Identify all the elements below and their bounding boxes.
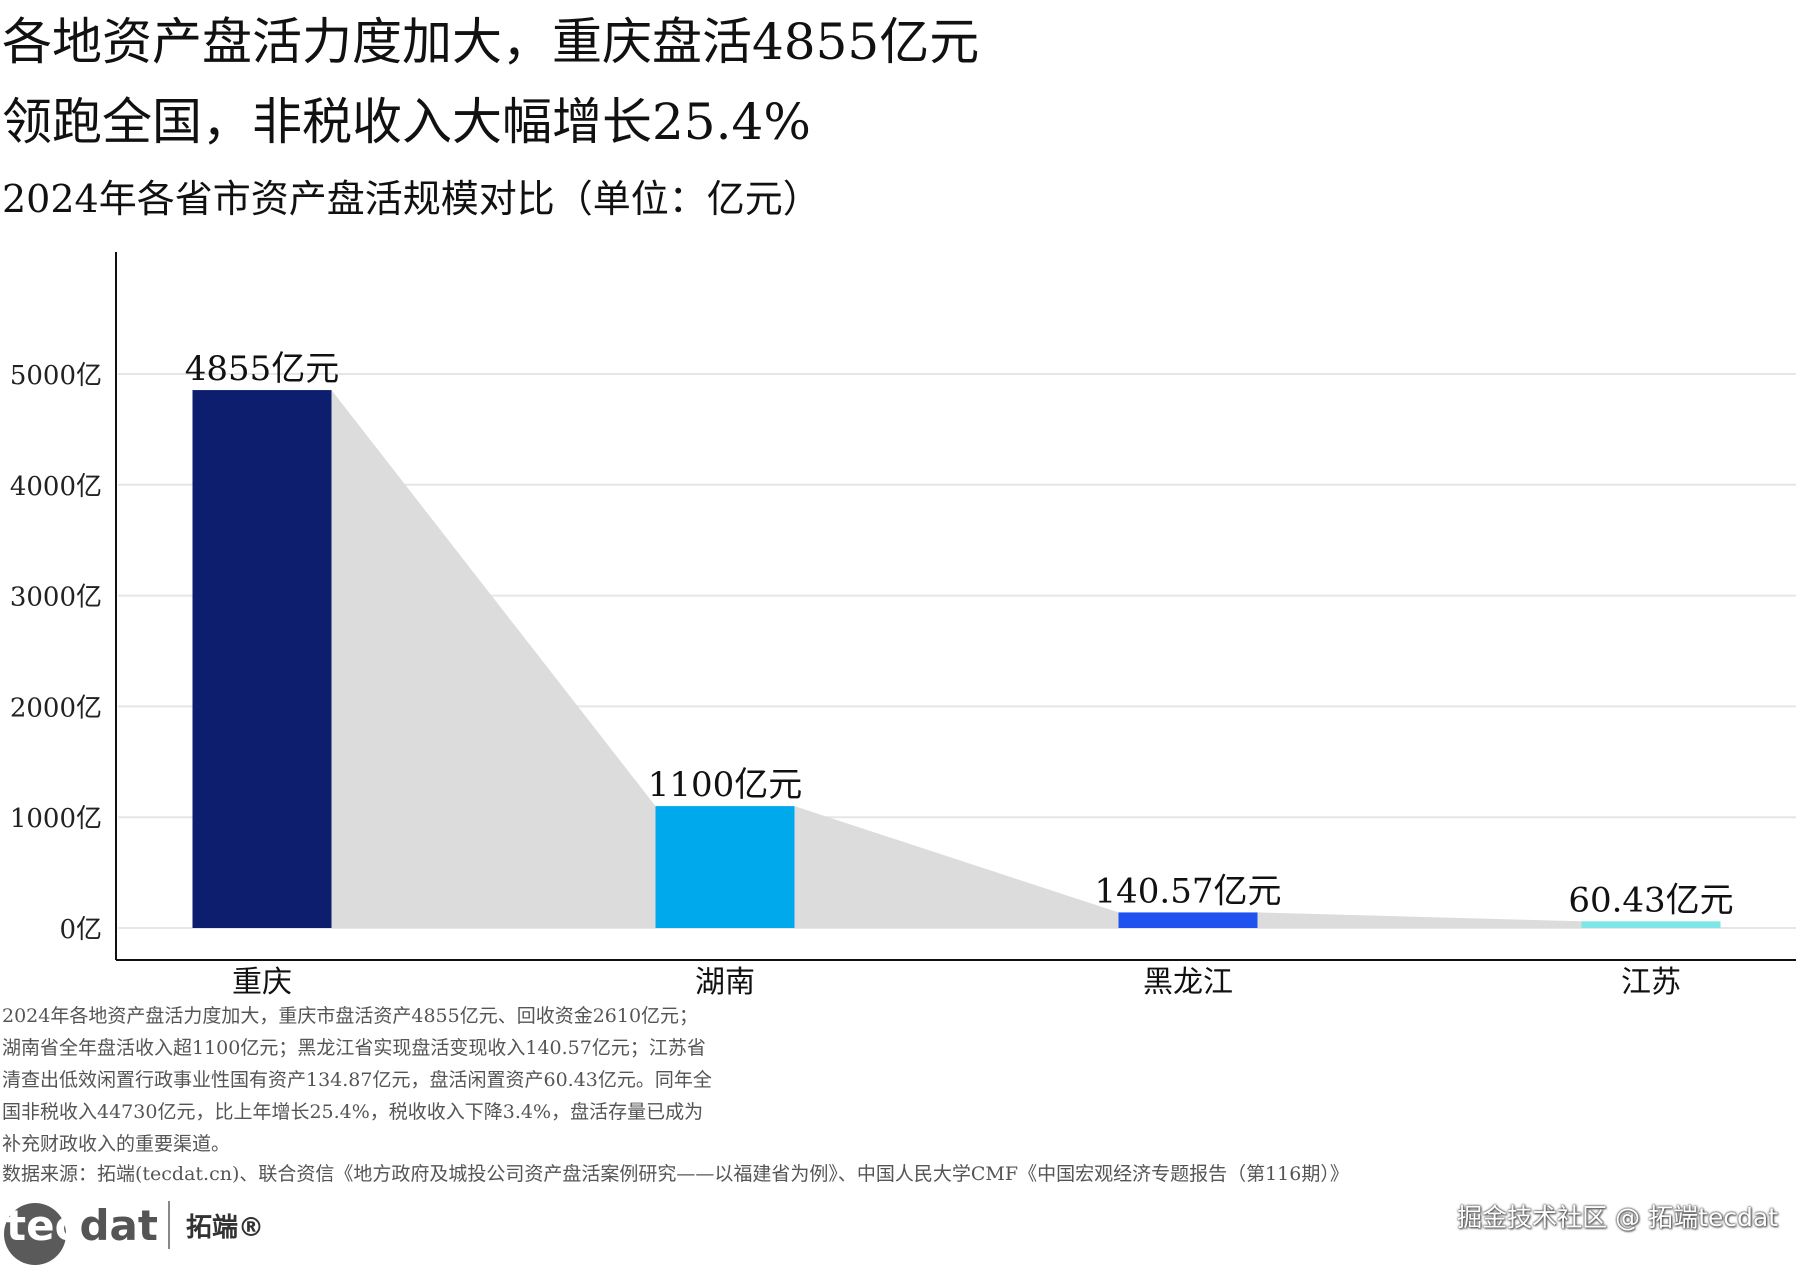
- data-label-1: 4855亿元: [185, 349, 340, 389]
- chart-title-line-2: 领跑全国，非税收入大幅增长25.4%: [2, 93, 811, 151]
- note-line: 清查出低效闲置行政事业性国有资产134.87亿元，盘活闲置资产60.43亿元。同…: [2, 1069, 712, 1091]
- y-tick-label: 5000亿: [10, 361, 102, 391]
- logo-divider: [167, 1201, 170, 1249]
- x-tick-label: 黑龙江: [1143, 965, 1233, 1000]
- y-tick-label: 0亿: [59, 915, 102, 945]
- logo-wordmark: tecdat: [4, 1200, 158, 1265]
- chart-title-line-1: 各地资产盘活力度加大，重庆盘活4855亿元: [2, 13, 980, 71]
- bar-1: [192, 390, 332, 928]
- connecting-area: [331, 390, 1582, 928]
- chart-notes: 2024年各地资产盘活力度加大，重庆市盘活资产4855亿元、回收资金2610亿元…: [2, 1000, 822, 1160]
- logo-text-dat: dat: [79, 1200, 158, 1250]
- y-tick-label: 2000亿: [10, 693, 102, 723]
- note-line: 补充财政收入的重要渠道。: [2, 1133, 231, 1155]
- x-tick-label: 重庆: [232, 965, 292, 1000]
- chart-subtitle: 2024年各省市资产盘活规模对比（单位：亿元）: [2, 177, 821, 221]
- data-source: 数据来源：拓端(tecdat.cn)、联合资信《地方政府及城投公司资产盘活案例研…: [2, 1163, 1349, 1185]
- bar-2: [655, 806, 795, 928]
- x-tick-label: 湖南: [695, 965, 755, 1000]
- logo-text-tec: tec: [6, 1200, 80, 1250]
- logo-circle-icon: [4, 1202, 66, 1265]
- x-tick-label: 江苏: [1621, 965, 1681, 1000]
- watermark: 掘金技术社区 @ 拓端tecdat: [1457, 1203, 1778, 1232]
- note-line: 2024年各地资产盘活力度加大，重庆市盘活资产4855亿元、回收资金2610亿元…: [2, 1005, 699, 1027]
- logo-cn-name: 拓端®: [185, 1212, 264, 1243]
- y-tick-label: 3000亿: [10, 583, 102, 613]
- data-label-4: 60.43亿元: [1568, 880, 1733, 920]
- bar-3: [1118, 912, 1258, 928]
- y-tick-label: 4000亿: [10, 472, 102, 502]
- y-tick-label: 1000亿: [10, 804, 102, 834]
- tecdat-logo: tecdat 拓端®: [4, 1190, 264, 1265]
- data-label-3: 140.57亿元: [1095, 871, 1282, 911]
- bar-chart: 4855亿元 1100亿元 140.57亿元 60.43亿元 0亿 1000亿 2000亿 3…: [10, 252, 1796, 1000]
- bar-4: [1581, 921, 1721, 928]
- note-line: 湖南省全年盘活收入超1100亿元；黑龙江省实现盘活变现收入140.57亿元；江苏…: [2, 1037, 706, 1059]
- note-line: 国非税收入44730亿元，比上年增长25.4%，税收收入下降3.4%，盘活存量已…: [2, 1101, 704, 1123]
- data-label-2: 1100亿元: [648, 765, 803, 805]
